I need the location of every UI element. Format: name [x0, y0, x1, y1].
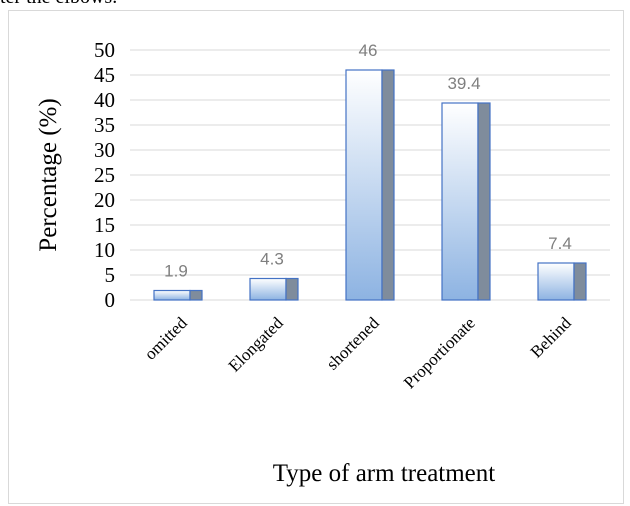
data-label: 46: [359, 41, 378, 60]
bar-front: [153, 289, 191, 301]
y-tick-label: 20: [94, 188, 115, 212]
bar-front: [345, 69, 383, 301]
bar: [537, 262, 587, 301]
y-tick-label: 40: [94, 88, 115, 112]
x-tick-label: Behind: [527, 313, 576, 362]
y-tick-label: 35: [94, 113, 115, 137]
bar-front: [537, 262, 575, 301]
y-tick-label: 5: [105, 263, 116, 287]
x-tick-label: shortened: [323, 313, 384, 374]
data-labels: 1.9 4.3 46 39.4 7.4: [164, 41, 572, 281]
x-tick-label: omitted: [141, 313, 192, 364]
y-tick-label: 50: [94, 38, 115, 62]
y-axis-title: Percentage (%): [35, 98, 62, 251]
x-tick-label: Elongated: [225, 313, 288, 376]
y-tick-label: 30: [94, 138, 115, 162]
bar-side: [477, 102, 491, 301]
y-tick-label: 15: [94, 213, 115, 237]
x-axis-title: Type of arm treatment: [273, 460, 496, 487]
bar-side: [381, 69, 395, 301]
y-tick-label: 25: [94, 163, 115, 187]
data-label: 7.4: [548, 234, 572, 253]
x-tick-label: Proportionate: [400, 313, 479, 392]
y-tick-label: 45: [94, 63, 115, 87]
bar: [249, 277, 299, 301]
data-label: 4.3: [260, 250, 284, 269]
bar-side: [573, 262, 587, 301]
bar-side: [189, 289, 203, 301]
chart-area: [8, 10, 624, 504]
bar-front: [249, 277, 287, 301]
bar-side: [285, 277, 299, 301]
data-label: 1.9: [164, 262, 188, 281]
data-label: 39.4: [447, 74, 480, 93]
bar: [153, 289, 203, 301]
bar-front: [441, 102, 479, 301]
y-tick-label: 0: [105, 288, 116, 312]
bar: [345, 69, 395, 301]
y-tick-label: 10: [94, 238, 115, 262]
bars: [153, 69, 587, 301]
page-text-fragment: ter the elbows.: [0, 0, 117, 9]
bar: [441, 102, 491, 301]
x-axis-categories: omitted Elongated shortened Proportionate Be…: [141, 313, 576, 392]
